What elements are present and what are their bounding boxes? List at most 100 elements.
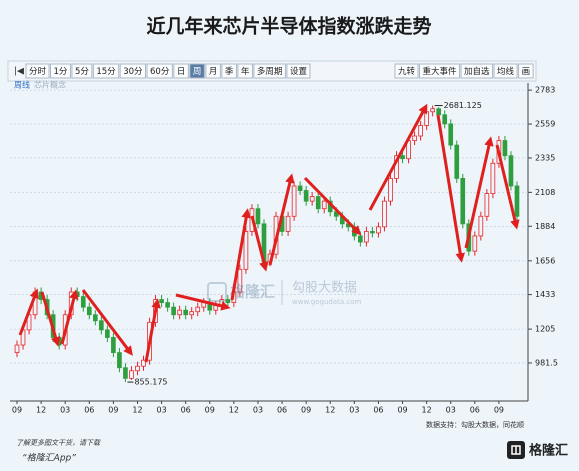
x-tick-label: 09 bbox=[108, 406, 118, 415]
toolbar-label[interactable]: 九转 bbox=[398, 66, 416, 77]
toolbar-label[interactable]: 重大事件 bbox=[423, 66, 458, 77]
y-tick-label: 2783 bbox=[535, 86, 555, 95]
arrow bbox=[230, 208, 251, 301]
logo-glyph bbox=[511, 445, 521, 455]
toolbar-button[interactable] bbox=[205, 63, 221, 79]
toolbar-button[interactable] bbox=[518, 63, 534, 79]
index-name: 芯片概念 bbox=[34, 80, 66, 90]
watermark-icon bbox=[207, 282, 227, 302]
x-tick-label: 06 bbox=[181, 406, 191, 415]
y-tick-label: 2108 bbox=[535, 188, 555, 197]
toolbar-label[interactable]: 30分 bbox=[123, 67, 143, 77]
toolbar-button[interactable] bbox=[286, 63, 311, 79]
y-tick-label: 1205 bbox=[535, 325, 555, 334]
x-tick-label: 12 bbox=[36, 406, 46, 415]
period-label: 周线 bbox=[14, 80, 30, 90]
candle-body bbox=[123, 367, 128, 379]
x-tick-label: 09 bbox=[205, 406, 215, 415]
candle-body bbox=[92, 314, 98, 322]
toolbar-label[interactable]: 60分 bbox=[150, 67, 170, 77]
source: 数据支持：勾股大数据，同花顺 bbox=[426, 420, 524, 429]
toolbar-label[interactable]: 多周期 bbox=[257, 66, 283, 77]
watermark-text: 格隆汇 bbox=[230, 283, 275, 301]
toolbar-label[interactable]: 周 bbox=[193, 67, 202, 77]
candle-body bbox=[111, 337, 116, 353]
chart-title: 近几年来芯片半导体指数涨跌走势 bbox=[146, 15, 431, 38]
candle-body bbox=[321, 200, 327, 210]
toolbar-button[interactable] bbox=[146, 63, 173, 79]
y-tick-label: 1656 bbox=[535, 256, 555, 265]
arrow bbox=[175, 293, 231, 311]
x-tick-label: 09 bbox=[397, 406, 407, 415]
toolbar-button[interactable] bbox=[419, 63, 461, 79]
toolbar-button[interactable] bbox=[50, 63, 71, 79]
candle-body bbox=[442, 114, 448, 125]
x-tick-label: 03 bbox=[253, 406, 263, 415]
toolbar-button[interactable] bbox=[253, 63, 286, 79]
candle-body bbox=[117, 352, 122, 369]
footer-text: 了解更多图文干货，请下载 bbox=[16, 439, 101, 447]
toolbar-button[interactable] bbox=[25, 63, 50, 79]
toolbar-label[interactable]: 日 bbox=[177, 67, 186, 77]
candle-body bbox=[135, 365, 140, 372]
watermark-text: 勾股大数据 bbox=[292, 281, 357, 296]
candle-body bbox=[243, 231, 249, 270]
toolbar-label[interactable]: 月 bbox=[209, 67, 218, 77]
toolbar-label[interactable]: 15分 bbox=[96, 67, 116, 77]
arrow bbox=[436, 114, 465, 263]
toolbar-button[interactable] bbox=[493, 63, 518, 79]
y-tick-label: 2335 bbox=[535, 153, 555, 162]
candle-body bbox=[80, 296, 86, 308]
candle-body bbox=[285, 215, 291, 232]
toolbar-button[interactable] bbox=[394, 63, 419, 79]
candle-body bbox=[358, 235, 363, 243]
arrow bbox=[303, 176, 362, 236]
toolbar-label[interactable]: 设置 bbox=[290, 66, 308, 77]
trend-arrows bbox=[18, 103, 520, 363]
candle-body bbox=[400, 155, 405, 160]
toolbar-button[interactable] bbox=[92, 63, 120, 79]
candle-body bbox=[171, 306, 176, 316]
candle-body bbox=[382, 200, 387, 228]
candle-body bbox=[195, 306, 201, 313]
toolbar-label[interactable]: 分时 bbox=[29, 66, 47, 77]
x-tick-label: 03 bbox=[446, 406, 456, 415]
toolbar-label[interactable]: 均线 bbox=[497, 66, 515, 77]
footer-text: “格隆汇App” bbox=[22, 453, 76, 464]
candle-body bbox=[436, 108, 442, 116]
candle-body bbox=[364, 231, 369, 243]
toolbar-button[interactable] bbox=[71, 63, 93, 79]
arrow bbox=[495, 144, 520, 230]
arrow bbox=[60, 289, 79, 345]
candle-body bbox=[376, 226, 381, 234]
candle-body bbox=[183, 309, 189, 316]
x-tick-label: 09 bbox=[494, 406, 504, 415]
watermark-text: www.gogudata.com bbox=[292, 298, 361, 306]
toolbar-button[interactable] bbox=[173, 63, 189, 79]
watermark: 格隆汇 勾股大数据 www.gogudata.com bbox=[207, 280, 361, 306]
toolbar-label[interactable]: 1分 bbox=[54, 67, 68, 77]
candle-body bbox=[159, 299, 164, 304]
candle-body bbox=[472, 235, 478, 252]
nav-icon[interactable]: |◀ bbox=[14, 67, 24, 77]
toolbar-button[interactable] bbox=[237, 63, 253, 79]
candle-body bbox=[303, 190, 309, 202]
x-tick-label: 06 bbox=[373, 406, 383, 415]
toolbar-label[interactable]: 画 bbox=[522, 67, 531, 77]
toolbar-label[interactable]: 5分 bbox=[75, 67, 89, 77]
toolbar-items: 分时 1分 5分 15分 30分 60分日周月季年多周期 设置 九转 重大事件 加自选 均线画 bbox=[25, 63, 534, 79]
toolbar-label[interactable]: 年 bbox=[241, 66, 250, 77]
y-tick-label: 2559 bbox=[535, 120, 555, 129]
toolbar-button[interactable] bbox=[189, 63, 205, 79]
arrow bbox=[268, 173, 295, 266]
toolbar-button[interactable] bbox=[221, 63, 237, 79]
candle-body bbox=[177, 309, 182, 316]
toolbar-button[interactable] bbox=[460, 63, 494, 79]
candle-body bbox=[14, 344, 20, 353]
y-tick-label: 981.5 bbox=[535, 358, 558, 367]
toolbar-label[interactable]: 季 bbox=[225, 66, 234, 77]
toolbar-button[interactable] bbox=[119, 63, 147, 79]
x-tick-label: 09 bbox=[12, 406, 22, 415]
candle-body bbox=[105, 329, 110, 338]
toolbar-label[interactable]: 加自选 bbox=[464, 66, 490, 77]
